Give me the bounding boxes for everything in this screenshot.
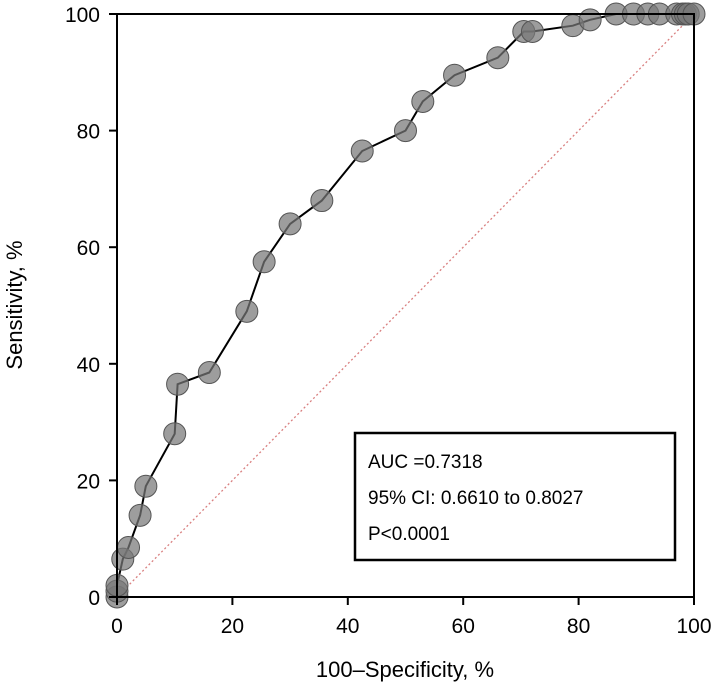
roc-point: [278, 212, 302, 236]
roc-point: [350, 139, 374, 163]
stats-auc-text: AUC =0.7318: [368, 452, 483, 473]
roc-point: [310, 189, 334, 213]
y-tick-label: 0: [88, 587, 100, 610]
x-axis-title: 100–Specificity, %: [316, 657, 494, 682]
roc-point: [486, 46, 510, 70]
roc-point: [520, 19, 544, 43]
y-tick-label: 60: [77, 237, 100, 260]
stats-ci-text: 95% CI: 0.6610 to 0.8027: [368, 488, 584, 509]
x-tick-label: 100: [676, 615, 711, 638]
x-tick-label: 60: [452, 615, 475, 638]
y-tick-label: 20: [77, 470, 100, 493]
roc-point: [394, 119, 417, 143]
x-tick-label: 0: [111, 615, 123, 638]
stats-p-text: P<0.0001: [368, 524, 450, 545]
roc-point: [163, 422, 187, 446]
roc-point: [134, 474, 158, 498]
roc-point: [128, 503, 152, 527]
roc-point: [443, 63, 467, 87]
roc-point: [578, 8, 602, 32]
y-tick-label: 80: [77, 121, 100, 144]
x-tick-label: 80: [567, 615, 590, 638]
x-tick-label: 20: [221, 615, 244, 638]
roc-point: [252, 250, 276, 274]
roc-point: [235, 299, 259, 323]
reference-diagonal-line: [116, 13, 695, 598]
reference-line-layer: [116, 13, 695, 598]
y-axis-title: Sensitivity, %: [2, 240, 27, 369]
plot-frame: [116, 13, 695, 598]
roc-point: [197, 361, 221, 385]
y-tick-label: 40: [77, 354, 100, 377]
roc-point: [117, 535, 141, 559]
roc-point: [411, 89, 435, 113]
x-tick-label: 40: [336, 615, 359, 638]
y-tick-label: 100: [65, 4, 100, 27]
stats-legend-frame: [353, 431, 677, 562]
axis-ticks-layer: 0 20 40 60 80 100 0 20 40 60 80 100: [65, 4, 712, 638]
stats-legend-box: AUC =0.7318 95% CI: 0.6610 to 0.8027 P<0…: [353, 431, 677, 562]
roc-point: [166, 372, 190, 396]
